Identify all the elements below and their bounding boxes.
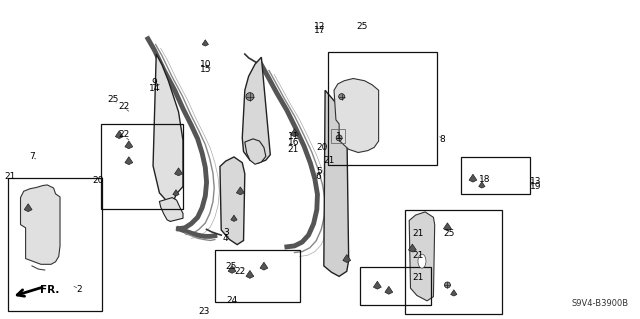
Text: 20: 20 xyxy=(93,176,104,185)
Polygon shape xyxy=(324,90,349,276)
Polygon shape xyxy=(479,182,485,188)
Polygon shape xyxy=(260,262,268,270)
Polygon shape xyxy=(159,197,183,221)
Text: 7: 7 xyxy=(29,152,35,161)
Text: 25: 25 xyxy=(444,229,455,238)
Bar xyxy=(328,52,437,165)
Text: 11: 11 xyxy=(287,132,299,141)
Bar xyxy=(216,250,300,302)
Text: 22: 22 xyxy=(119,130,130,139)
Polygon shape xyxy=(291,129,298,137)
Polygon shape xyxy=(153,54,183,201)
Text: 14: 14 xyxy=(148,84,160,93)
Bar xyxy=(8,178,102,311)
Text: 24: 24 xyxy=(227,296,237,305)
Ellipse shape xyxy=(418,254,426,268)
Polygon shape xyxy=(173,190,179,196)
Circle shape xyxy=(339,93,345,100)
Polygon shape xyxy=(444,223,451,231)
Text: 1: 1 xyxy=(336,132,342,141)
Polygon shape xyxy=(408,244,417,252)
Polygon shape xyxy=(202,40,209,46)
Text: 3: 3 xyxy=(223,228,228,237)
Text: 21: 21 xyxy=(4,173,16,182)
Text: 17: 17 xyxy=(314,26,326,35)
Text: 18: 18 xyxy=(479,175,490,184)
Text: 25: 25 xyxy=(225,262,236,271)
Text: 16: 16 xyxy=(287,137,299,146)
Polygon shape xyxy=(469,174,477,182)
Text: 21: 21 xyxy=(323,156,335,165)
Polygon shape xyxy=(343,255,351,263)
Text: 19: 19 xyxy=(530,182,541,191)
Polygon shape xyxy=(228,265,236,273)
Text: 21: 21 xyxy=(412,273,424,282)
Bar xyxy=(332,129,346,143)
Bar xyxy=(101,123,183,209)
Text: 23: 23 xyxy=(198,307,210,316)
Text: 6: 6 xyxy=(316,173,322,182)
Text: 8: 8 xyxy=(440,135,445,144)
Text: 20: 20 xyxy=(316,143,328,152)
Bar xyxy=(461,157,531,194)
Text: 12: 12 xyxy=(314,22,326,31)
Bar xyxy=(360,268,431,305)
Bar xyxy=(404,210,502,315)
Text: 15: 15 xyxy=(200,65,211,74)
Text: 21: 21 xyxy=(287,145,299,154)
Circle shape xyxy=(444,282,451,288)
Text: 22: 22 xyxy=(234,267,245,276)
Polygon shape xyxy=(24,204,32,212)
Polygon shape xyxy=(334,78,379,152)
Polygon shape xyxy=(220,157,245,245)
Polygon shape xyxy=(385,286,393,294)
Text: 25: 25 xyxy=(356,22,368,31)
Circle shape xyxy=(246,93,254,100)
Text: 25: 25 xyxy=(108,95,119,104)
Text: 5: 5 xyxy=(316,167,322,176)
Text: 2: 2 xyxy=(76,285,82,293)
Polygon shape xyxy=(243,57,270,163)
Text: 10: 10 xyxy=(200,60,211,69)
Polygon shape xyxy=(409,212,435,301)
Text: S9V4-B3900B: S9V4-B3900B xyxy=(572,299,629,308)
Text: 22: 22 xyxy=(119,102,130,111)
Polygon shape xyxy=(125,157,133,165)
Polygon shape xyxy=(246,271,254,278)
Text: 21: 21 xyxy=(412,251,424,260)
Text: 21: 21 xyxy=(412,229,424,238)
Polygon shape xyxy=(115,131,124,139)
Text: 9: 9 xyxy=(152,78,157,87)
Polygon shape xyxy=(20,185,60,264)
Text: 4: 4 xyxy=(223,234,228,243)
Polygon shape xyxy=(125,141,133,149)
Polygon shape xyxy=(245,139,266,164)
Text: FR.: FR. xyxy=(40,286,59,295)
Polygon shape xyxy=(231,215,237,221)
Polygon shape xyxy=(236,187,244,195)
Text: 13: 13 xyxy=(530,177,541,186)
Polygon shape xyxy=(373,281,381,289)
Polygon shape xyxy=(451,290,457,296)
Circle shape xyxy=(336,135,342,141)
Polygon shape xyxy=(175,168,182,176)
